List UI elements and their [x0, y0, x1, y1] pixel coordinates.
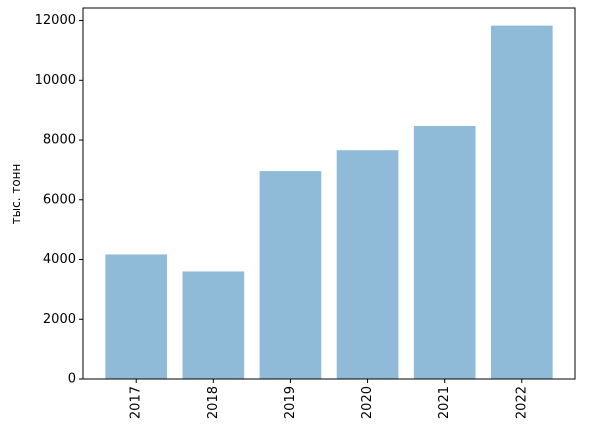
x-tick-label: 2017 [129, 386, 144, 419]
bar [413, 125, 476, 379]
bar [336, 150, 399, 379]
y-tick-label: 4000 [43, 252, 76, 267]
bar [259, 171, 322, 379]
x-tick-label: 2021 [437, 386, 452, 419]
x-tick-label: 2019 [283, 386, 298, 419]
y-tick-label: 6000 [43, 192, 76, 207]
x-tick-label: 2018 [206, 386, 221, 419]
bar [182, 271, 245, 379]
x-tick-label: 2022 [514, 386, 529, 419]
bar [490, 25, 553, 379]
plot-frame [82, 7, 576, 380]
y-tick-label: 8000 [43, 133, 76, 148]
y-axis-label: тыс. тонн [9, 164, 23, 225]
x-tick-label: 2020 [360, 386, 375, 419]
y-tick-label: 12000 [35, 13, 76, 28]
y-tick-label: 10000 [35, 73, 76, 88]
y-tick-label: 0 [68, 372, 76, 387]
y-tick-label: 2000 [43, 312, 76, 327]
bar [105, 254, 168, 379]
